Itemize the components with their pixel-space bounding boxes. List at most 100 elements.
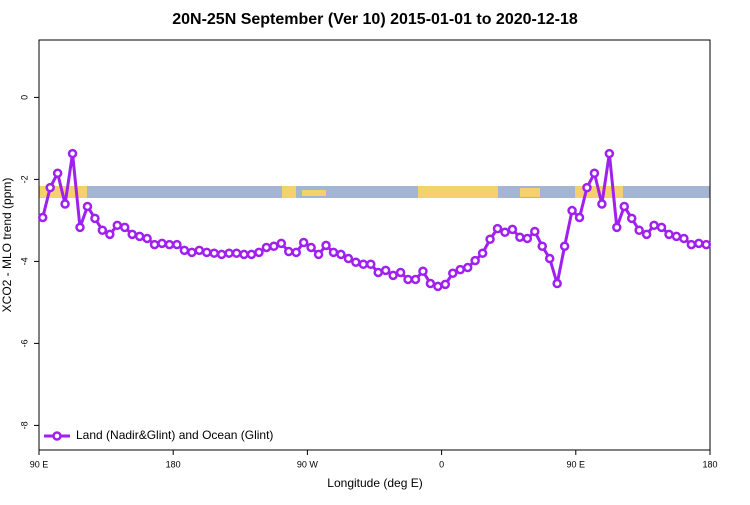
y-tick-label: -6 xyxy=(19,339,29,347)
y-axis-label: XCO2 - MLO trend (ppm) xyxy=(0,178,14,313)
data-point xyxy=(202,247,212,258)
data-point xyxy=(418,266,428,276)
y-tick-label: 0 xyxy=(19,95,29,100)
data-point xyxy=(37,212,48,223)
x-tick-label: 180 xyxy=(166,459,181,469)
data-point xyxy=(261,242,272,253)
data-point xyxy=(641,229,652,240)
data-point xyxy=(60,199,70,209)
data-point xyxy=(380,265,391,276)
data-point xyxy=(284,246,294,257)
data-point xyxy=(597,199,607,209)
land-patch xyxy=(418,186,498,198)
data-point xyxy=(351,257,361,267)
data-point xyxy=(612,222,622,233)
x-tick-label: 90 E xyxy=(30,459,49,469)
data-point xyxy=(701,239,712,250)
data-point xyxy=(373,267,383,278)
map-strip xyxy=(39,186,710,198)
legend-label: Land (Nadir&Glint) and Ocean (Glint) xyxy=(76,428,273,442)
x-tick-label: 0 xyxy=(439,459,444,469)
x-tick-label: 180 xyxy=(702,459,717,469)
data-point xyxy=(90,213,100,224)
data-point xyxy=(694,238,704,249)
data-point xyxy=(321,240,331,251)
data-point xyxy=(492,223,503,234)
data-point xyxy=(216,249,227,260)
data-point xyxy=(671,231,682,242)
data-point xyxy=(306,242,316,253)
data-point xyxy=(157,238,167,249)
data-point xyxy=(82,201,93,212)
legend-marker xyxy=(52,431,62,441)
plot-frame xyxy=(38,39,711,451)
data-point xyxy=(343,253,354,264)
data-point xyxy=(328,247,339,258)
data-point xyxy=(522,233,533,244)
data-point xyxy=(440,279,451,290)
x-axis-label: Longitude (deg E) xyxy=(327,476,422,490)
data-point xyxy=(254,247,264,258)
data-point xyxy=(127,229,137,240)
data-point xyxy=(366,259,376,270)
data-point xyxy=(134,231,145,242)
data-point xyxy=(470,255,480,266)
data-point xyxy=(336,249,346,260)
data-point xyxy=(75,222,85,233)
data-point xyxy=(231,248,242,258)
land-patch xyxy=(520,188,540,197)
data-point xyxy=(544,253,555,264)
data-point xyxy=(239,249,249,260)
data-point xyxy=(448,268,458,279)
data-point xyxy=(358,259,369,270)
data-point xyxy=(187,247,197,258)
data-point xyxy=(410,274,421,285)
data-point xyxy=(105,229,115,240)
chart-title: 20N-25N September (Ver 10) 2015-01-01 to… xyxy=(172,11,578,28)
data-point xyxy=(425,278,436,289)
data-point xyxy=(45,182,55,193)
data-point xyxy=(649,220,659,231)
data-point xyxy=(395,267,406,278)
data-point xyxy=(574,212,585,223)
data-point xyxy=(388,270,398,281)
data-point xyxy=(291,247,301,258)
data-point xyxy=(112,220,123,231)
land-patch xyxy=(302,190,326,196)
data-point xyxy=(433,281,443,292)
data-point xyxy=(589,168,600,178)
data-point xyxy=(224,248,234,258)
data-point xyxy=(477,248,488,258)
y-tick-label: -2 xyxy=(19,175,29,183)
data-point xyxy=(604,148,615,159)
data-point xyxy=(246,249,257,260)
data-point xyxy=(515,232,525,242)
data-point xyxy=(656,222,667,233)
data-point xyxy=(276,238,287,249)
y-tick-label: -8 xyxy=(19,421,29,429)
land-patch xyxy=(282,186,296,198)
data-point xyxy=(582,182,592,193)
data-point xyxy=(97,225,108,235)
data-point xyxy=(455,264,465,275)
data-point xyxy=(485,234,495,245)
data-point xyxy=(552,278,562,289)
data-point xyxy=(567,205,577,216)
data-point xyxy=(119,222,130,233)
data-point xyxy=(52,168,63,178)
data-point xyxy=(172,239,182,250)
data-point xyxy=(686,239,697,250)
data-point xyxy=(179,245,190,256)
data-point xyxy=(403,274,413,285)
data-point xyxy=(626,213,637,224)
data-point xyxy=(537,241,547,251)
data-point xyxy=(559,241,570,251)
data-point xyxy=(462,262,473,273)
data-point xyxy=(507,224,518,235)
data-point xyxy=(209,248,219,258)
data-point xyxy=(164,239,175,250)
data-point xyxy=(142,233,152,244)
data-point xyxy=(619,201,630,212)
